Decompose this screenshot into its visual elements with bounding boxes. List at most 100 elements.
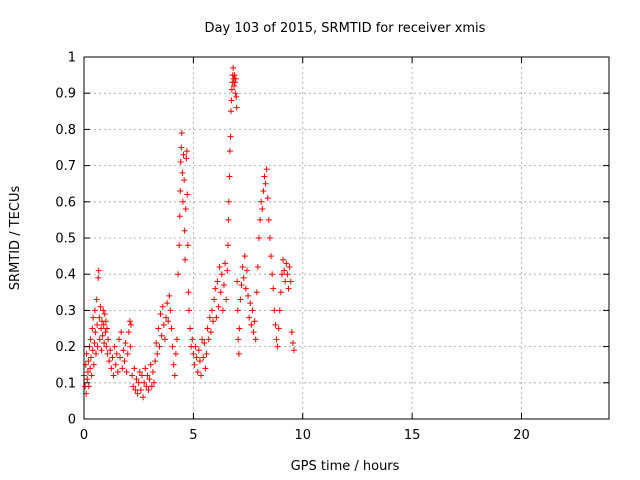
data-point bbox=[102, 318, 109, 325]
data-point bbox=[134, 390, 141, 397]
data-point bbox=[177, 187, 184, 194]
data-point bbox=[136, 368, 143, 375]
data-point bbox=[149, 368, 156, 375]
y-tick-label: 0.6 bbox=[55, 195, 76, 210]
data-point bbox=[204, 325, 211, 332]
data-point bbox=[109, 354, 116, 361]
data-point bbox=[89, 325, 96, 332]
data-point bbox=[227, 133, 234, 140]
data-point bbox=[212, 285, 219, 292]
data-point bbox=[265, 216, 272, 223]
data-point bbox=[107, 347, 114, 354]
data-point bbox=[217, 289, 224, 296]
data-point bbox=[226, 148, 233, 155]
data-point bbox=[193, 354, 200, 361]
data-point bbox=[266, 235, 273, 241]
data-point bbox=[249, 307, 256, 314]
data-point bbox=[233, 104, 240, 111]
data-point bbox=[180, 151, 187, 158]
y-tick-label: 0.1 bbox=[55, 376, 76, 391]
data-point bbox=[95, 274, 102, 281]
data-point bbox=[177, 158, 184, 165]
data-point bbox=[232, 90, 239, 97]
data-point bbox=[274, 343, 281, 350]
data-point bbox=[184, 242, 191, 249]
data-point bbox=[92, 329, 99, 336]
data-point bbox=[189, 336, 196, 343]
axes: 0 5 10 15 20 0 0.1 0.2 0.3 0.4 0.5 0.6 0.7 0.8 0.9 1 bbox=[55, 51, 609, 443]
data-point bbox=[143, 383, 150, 390]
data-point bbox=[124, 350, 131, 357]
data-point bbox=[234, 307, 241, 314]
data-point bbox=[178, 144, 185, 151]
data-point bbox=[261, 173, 268, 180]
data-point bbox=[250, 329, 257, 336]
data-point bbox=[270, 285, 277, 292]
data-point bbox=[102, 329, 109, 336]
data-point bbox=[98, 325, 105, 332]
data-point bbox=[225, 198, 232, 205]
data-point bbox=[278, 271, 285, 278]
data-point bbox=[208, 307, 215, 314]
data-point bbox=[224, 242, 231, 249]
data-point bbox=[182, 256, 189, 263]
y-tick-label: 0.9 bbox=[55, 87, 76, 102]
data-point bbox=[169, 343, 176, 350]
data-point bbox=[114, 368, 121, 375]
data-point bbox=[88, 372, 95, 379]
data-point bbox=[121, 358, 128, 365]
chart-title: Day 103 of 2015, SRMTID for receiver xmi… bbox=[205, 21, 486, 36]
data-point bbox=[100, 321, 107, 328]
data-point bbox=[236, 325, 243, 332]
data-point bbox=[138, 372, 145, 379]
data-point bbox=[103, 325, 110, 332]
data-point bbox=[291, 347, 297, 354]
data-point bbox=[264, 195, 271, 202]
data-point bbox=[172, 350, 179, 357]
data-point bbox=[166, 292, 173, 299]
data-point bbox=[276, 307, 283, 314]
data-point bbox=[164, 300, 171, 307]
data-point bbox=[231, 82, 238, 89]
data-point bbox=[112, 361, 119, 368]
data-point bbox=[281, 267, 288, 274]
data-point bbox=[277, 289, 284, 296]
y-tick-label: 1 bbox=[68, 51, 76, 66]
data-point bbox=[123, 368, 130, 375]
data-point bbox=[120, 347, 127, 354]
data-point bbox=[185, 289, 192, 296]
data-point bbox=[216, 263, 223, 270]
y-axis-label: SRMTID / TECUs bbox=[8, 186, 23, 291]
data-point bbox=[176, 242, 183, 249]
data-point bbox=[222, 260, 229, 267]
data-point bbox=[165, 318, 172, 325]
y-tick-label: 0.2 bbox=[55, 340, 76, 355]
data-point bbox=[154, 350, 161, 357]
data-point bbox=[206, 314, 213, 321]
data-point bbox=[140, 394, 147, 401]
data-point bbox=[211, 296, 218, 303]
y-tick-label: 0.8 bbox=[55, 123, 76, 138]
data-point bbox=[269, 271, 276, 278]
data-point bbox=[271, 307, 278, 314]
data-point bbox=[241, 253, 248, 260]
data-point bbox=[225, 216, 232, 223]
data-point bbox=[221, 282, 227, 289]
data-point bbox=[88, 354, 94, 361]
data-point bbox=[199, 336, 206, 343]
data-point bbox=[117, 354, 124, 361]
x-tick-label: 5 bbox=[189, 428, 197, 443]
data-point bbox=[186, 307, 192, 314]
data-point bbox=[231, 72, 238, 79]
data-point bbox=[181, 227, 188, 234]
y-tick-label: 0.7 bbox=[55, 159, 76, 174]
data-point bbox=[144, 372, 151, 379]
data-point bbox=[146, 376, 153, 383]
y-tick-label: 0.5 bbox=[55, 232, 76, 247]
data-point bbox=[262, 180, 269, 187]
data-point bbox=[84, 376, 91, 383]
data-point bbox=[147, 361, 154, 368]
data-point bbox=[173, 336, 180, 343]
data-point bbox=[202, 365, 209, 372]
